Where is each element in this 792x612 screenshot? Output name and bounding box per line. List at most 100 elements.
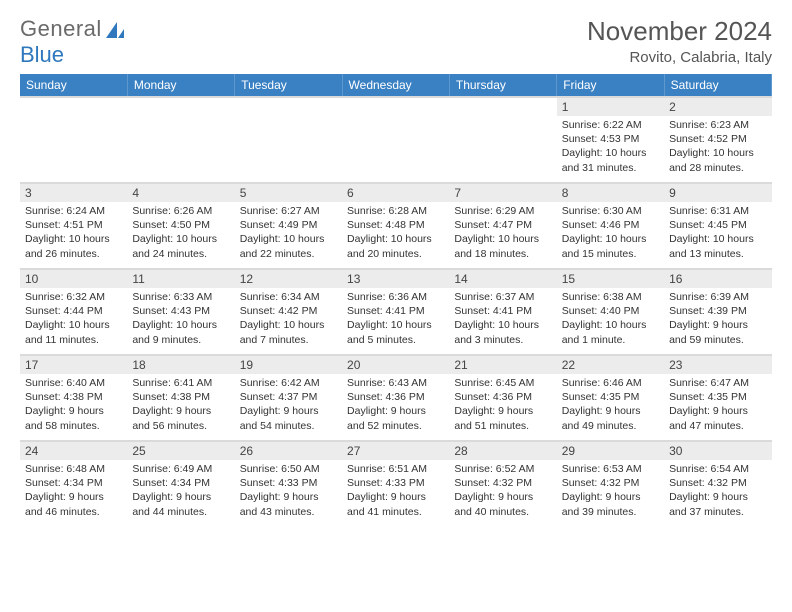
- calendar-cell: 25Sunrise: 6:49 AMSunset: 4:34 PMDayligh…: [127, 441, 234, 527]
- day-details: Sunrise: 6:22 AMSunset: 4:53 PMDaylight:…: [557, 116, 664, 179]
- calendar-row: 17Sunrise: 6:40 AMSunset: 4:38 PMDayligh…: [20, 355, 772, 441]
- day-number: 26: [235, 442, 342, 460]
- day-number: 2: [664, 98, 771, 116]
- day-number: 1: [557, 98, 664, 116]
- calendar-cell: 14Sunrise: 6:37 AMSunset: 4:41 PMDayligh…: [449, 269, 556, 355]
- calendar-cell: 9Sunrise: 6:31 AMSunset: 4:45 PMDaylight…: [664, 183, 771, 269]
- day-number: 6: [342, 184, 449, 202]
- weekday-header: Tuesday: [235, 74, 342, 97]
- calendar-cell: 5Sunrise: 6:27 AMSunset: 4:49 PMDaylight…: [235, 183, 342, 269]
- calendar-cell: 17Sunrise: 6:40 AMSunset: 4:38 PMDayligh…: [20, 355, 127, 441]
- day-number: 29: [557, 442, 664, 460]
- brand-name-blue: Blue: [20, 42, 64, 68]
- day-number: 25: [127, 442, 234, 460]
- day-details: Sunrise: 6:38 AMSunset: 4:40 PMDaylight:…: [557, 288, 664, 351]
- calendar-cell: [127, 97, 234, 183]
- day-details: Sunrise: 6:37 AMSunset: 4:41 PMDaylight:…: [449, 288, 556, 351]
- day-number: 20: [342, 356, 449, 374]
- day-details: Sunrise: 6:53 AMSunset: 4:32 PMDaylight:…: [557, 460, 664, 523]
- day-number: 23: [664, 356, 771, 374]
- calendar-cell: 21Sunrise: 6:45 AMSunset: 4:36 PMDayligh…: [449, 355, 556, 441]
- day-number: 16: [664, 270, 771, 288]
- day-number: 9: [664, 184, 771, 202]
- month-title: November 2024: [587, 16, 772, 47]
- day-details: Sunrise: 6:30 AMSunset: 4:46 PMDaylight:…: [557, 202, 664, 265]
- day-number: 21: [449, 356, 556, 374]
- day-number: 22: [557, 356, 664, 374]
- day-details: Sunrise: 6:47 AMSunset: 4:35 PMDaylight:…: [664, 374, 771, 437]
- day-details: Sunrise: 6:26 AMSunset: 4:50 PMDaylight:…: [127, 202, 234, 265]
- calendar-cell: 11Sunrise: 6:33 AMSunset: 4:43 PMDayligh…: [127, 269, 234, 355]
- day-number: 14: [449, 270, 556, 288]
- brand-name-gray: General: [20, 16, 102, 42]
- calendar-cell: 29Sunrise: 6:53 AMSunset: 4:32 PMDayligh…: [557, 441, 664, 527]
- calendar-cell: 4Sunrise: 6:26 AMSunset: 4:50 PMDaylight…: [127, 183, 234, 269]
- calendar-cell: 22Sunrise: 6:46 AMSunset: 4:35 PMDayligh…: [557, 355, 664, 441]
- weekday-header: Monday: [127, 74, 234, 97]
- brand-sail-icon: [105, 21, 125, 39]
- location-label: Rovito, Calabria, Italy: [587, 49, 772, 66]
- day-details: Sunrise: 6:27 AMSunset: 4:49 PMDaylight:…: [235, 202, 342, 265]
- day-details: Sunrise: 6:29 AMSunset: 4:47 PMDaylight:…: [449, 202, 556, 265]
- day-details: Sunrise: 6:45 AMSunset: 4:36 PMDaylight:…: [449, 374, 556, 437]
- day-number: 8: [557, 184, 664, 202]
- day-details: Sunrise: 6:42 AMSunset: 4:37 PMDaylight:…: [235, 374, 342, 437]
- calendar-cell: 15Sunrise: 6:38 AMSunset: 4:40 PMDayligh…: [557, 269, 664, 355]
- calendar-cell: [449, 97, 556, 183]
- day-details: Sunrise: 6:40 AMSunset: 4:38 PMDaylight:…: [20, 374, 127, 437]
- day-number: 3: [20, 184, 127, 202]
- calendar-cell: 18Sunrise: 6:41 AMSunset: 4:38 PMDayligh…: [127, 355, 234, 441]
- calendar-cell: 12Sunrise: 6:34 AMSunset: 4:42 PMDayligh…: [235, 269, 342, 355]
- day-number: 24: [20, 442, 127, 460]
- day-number: 12: [235, 270, 342, 288]
- day-details: Sunrise: 6:41 AMSunset: 4:38 PMDaylight:…: [127, 374, 234, 437]
- day-details: Sunrise: 6:52 AMSunset: 4:32 PMDaylight:…: [449, 460, 556, 523]
- calendar-body: 1Sunrise: 6:22 AMSunset: 4:53 PMDaylight…: [20, 97, 772, 527]
- calendar-head: SundayMondayTuesdayWednesdayThursdayFrid…: [20, 74, 772, 97]
- day-details: Sunrise: 6:43 AMSunset: 4:36 PMDaylight:…: [342, 374, 449, 437]
- calendar-row: 10Sunrise: 6:32 AMSunset: 4:44 PMDayligh…: [20, 269, 772, 355]
- day-number: 27: [342, 442, 449, 460]
- day-number: 18: [127, 356, 234, 374]
- day-details: Sunrise: 6:28 AMSunset: 4:48 PMDaylight:…: [342, 202, 449, 265]
- calendar-cell: 8Sunrise: 6:30 AMSunset: 4:46 PMDaylight…: [557, 183, 664, 269]
- day-number: 17: [20, 356, 127, 374]
- day-number: 15: [557, 270, 664, 288]
- calendar-cell: 23Sunrise: 6:47 AMSunset: 4:35 PMDayligh…: [664, 355, 771, 441]
- calendar-cell: 26Sunrise: 6:50 AMSunset: 4:33 PMDayligh…: [235, 441, 342, 527]
- calendar-row: 24Sunrise: 6:48 AMSunset: 4:34 PMDayligh…: [20, 441, 772, 527]
- day-number: 28: [449, 442, 556, 460]
- calendar-cell: [342, 97, 449, 183]
- header-bar: General November 2024 Rovito, Calabria, …: [20, 16, 772, 66]
- day-details: Sunrise: 6:33 AMSunset: 4:43 PMDaylight:…: [127, 288, 234, 351]
- weekday-header: Saturday: [664, 74, 771, 97]
- calendar-cell: 6Sunrise: 6:28 AMSunset: 4:48 PMDaylight…: [342, 183, 449, 269]
- calendar-cell: 19Sunrise: 6:42 AMSunset: 4:37 PMDayligh…: [235, 355, 342, 441]
- day-details: Sunrise: 6:50 AMSunset: 4:33 PMDaylight:…: [235, 460, 342, 523]
- calendar-cell: [20, 97, 127, 183]
- calendar-table: SundayMondayTuesdayWednesdayThursdayFrid…: [20, 74, 772, 527]
- day-details: Sunrise: 6:51 AMSunset: 4:33 PMDaylight:…: [342, 460, 449, 523]
- calendar-cell: 1Sunrise: 6:22 AMSunset: 4:53 PMDaylight…: [557, 97, 664, 183]
- day-details: Sunrise: 6:23 AMSunset: 4:52 PMDaylight:…: [664, 116, 771, 179]
- day-details: Sunrise: 6:32 AMSunset: 4:44 PMDaylight:…: [20, 288, 127, 351]
- calendar-cell: 16Sunrise: 6:39 AMSunset: 4:39 PMDayligh…: [664, 269, 771, 355]
- day-number: 30: [664, 442, 771, 460]
- calendar-cell: 3Sunrise: 6:24 AMSunset: 4:51 PMDaylight…: [20, 183, 127, 269]
- day-number: 5: [235, 184, 342, 202]
- calendar-cell: 24Sunrise: 6:48 AMSunset: 4:34 PMDayligh…: [20, 441, 127, 527]
- calendar-cell: 30Sunrise: 6:54 AMSunset: 4:32 PMDayligh…: [664, 441, 771, 527]
- day-number: 10: [20, 270, 127, 288]
- day-details: Sunrise: 6:39 AMSunset: 4:39 PMDaylight:…: [664, 288, 771, 351]
- calendar-row: 1Sunrise: 6:22 AMSunset: 4:53 PMDaylight…: [20, 97, 772, 183]
- calendar-cell: 10Sunrise: 6:32 AMSunset: 4:44 PMDayligh…: [20, 269, 127, 355]
- weekday-header: Sunday: [20, 74, 127, 97]
- brand-logo: General: [20, 16, 125, 42]
- day-number: 13: [342, 270, 449, 288]
- weekday-header: Wednesday: [342, 74, 449, 97]
- calendar-cell: [235, 97, 342, 183]
- calendar-cell: 20Sunrise: 6:43 AMSunset: 4:36 PMDayligh…: [342, 355, 449, 441]
- day-details: Sunrise: 6:36 AMSunset: 4:41 PMDaylight:…: [342, 288, 449, 351]
- day-details: Sunrise: 6:31 AMSunset: 4:45 PMDaylight:…: [664, 202, 771, 265]
- calendar-cell: 7Sunrise: 6:29 AMSunset: 4:47 PMDaylight…: [449, 183, 556, 269]
